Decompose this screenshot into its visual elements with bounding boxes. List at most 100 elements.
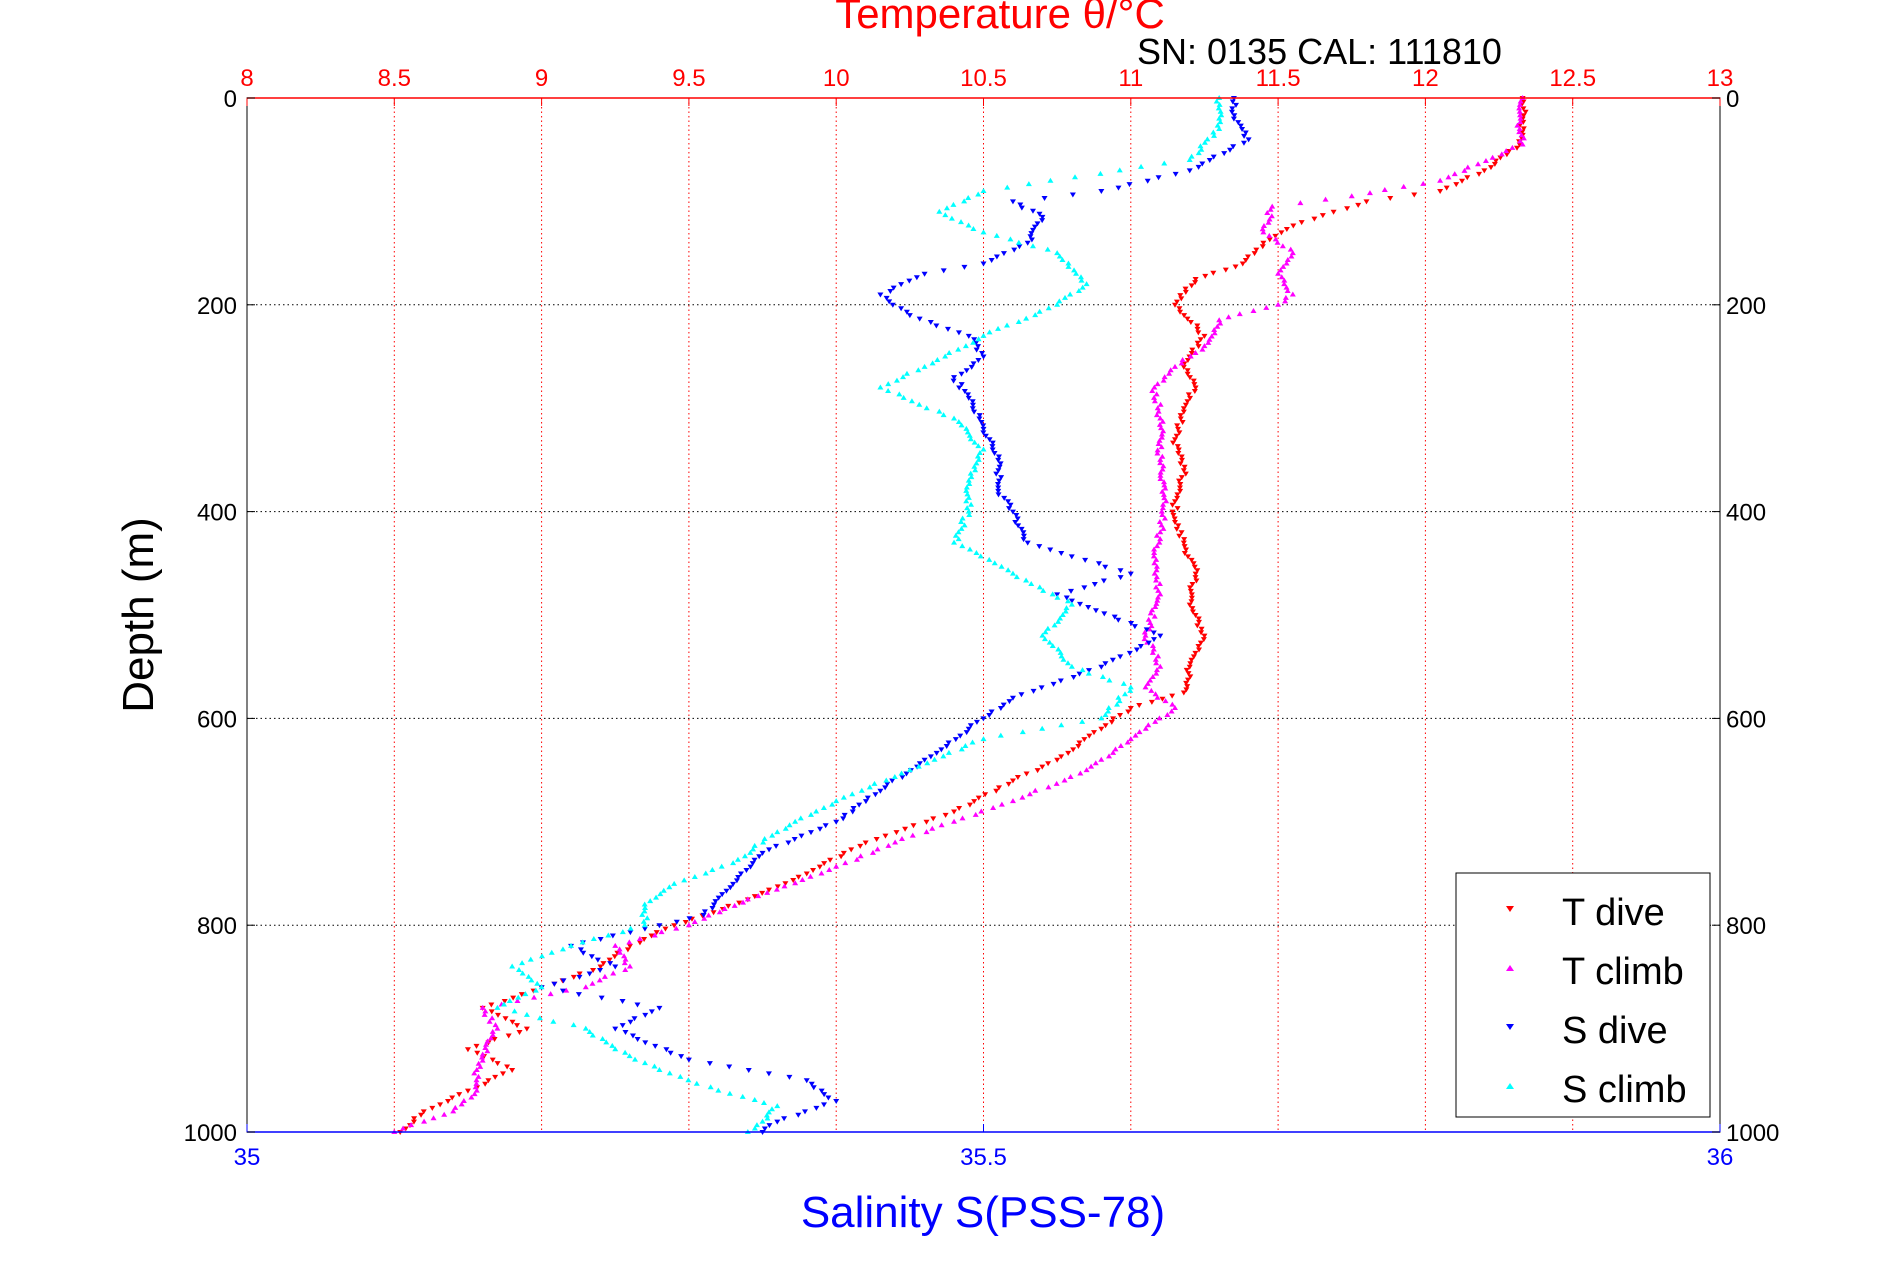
data-point-t-dive xyxy=(1102,723,1109,729)
data-point-s-climb xyxy=(509,963,516,969)
data-point-t-climb xyxy=(1163,498,1170,504)
data-point-t-climb xyxy=(1381,187,1388,193)
legend-marker-s-climb xyxy=(1506,1083,1514,1089)
data-point-t-dive xyxy=(418,1112,425,1118)
data-point-s-climb xyxy=(1197,143,1204,149)
data-point-t-climb xyxy=(909,832,916,838)
data-point-t-climb xyxy=(1148,623,1155,629)
data-point-s-dive xyxy=(1057,678,1064,684)
data-point-t-dive xyxy=(464,1088,471,1094)
data-point-t-dive xyxy=(1174,492,1181,498)
data-point-t-climb xyxy=(475,1073,482,1079)
data-point-t-climb xyxy=(799,876,806,882)
data-point-s-dive xyxy=(1076,671,1083,677)
data-point-s-climb xyxy=(641,908,648,914)
data-point-s-dive xyxy=(988,257,995,263)
data-point-t-climb xyxy=(1157,591,1164,597)
data-point-s-dive xyxy=(986,712,993,718)
data-point-s-climb xyxy=(942,212,949,218)
data-point-t-dive xyxy=(504,1064,511,1070)
data-point-t-climb xyxy=(1147,610,1154,616)
data-point-t-climb xyxy=(1322,196,1329,202)
data-point-s-dive xyxy=(993,471,1000,477)
data-point-t-dive xyxy=(848,847,855,853)
data-point-s-dive xyxy=(963,730,970,736)
data-point-s-climb xyxy=(906,767,913,773)
data-point-t-climb xyxy=(1144,680,1151,686)
data-point-t-climb xyxy=(1437,177,1444,183)
data-point-s-dive xyxy=(883,295,890,301)
data-point-t-climb xyxy=(1009,798,1016,804)
data-point-t-dive xyxy=(514,1023,521,1029)
data-point-t-climb xyxy=(473,1066,480,1072)
data-point-s-climb xyxy=(924,760,931,766)
data-point-s-dive xyxy=(710,902,717,908)
data-point-s-dive xyxy=(982,433,989,439)
data-point-t-climb xyxy=(978,808,985,814)
data-point-t-dive xyxy=(873,837,880,843)
data-point-t-dive xyxy=(1054,757,1061,763)
data-point-t-climb xyxy=(1150,646,1157,652)
data-point-s-dive xyxy=(816,826,823,832)
data-point-s-dive xyxy=(810,1085,817,1091)
data-point-s-dive xyxy=(864,795,871,801)
data-point-t-dive xyxy=(1184,677,1191,683)
data-point-s-dive xyxy=(965,726,972,732)
data-point-s-climb xyxy=(1122,691,1129,697)
data-point-s-dive xyxy=(634,1002,641,1008)
data-point-t-climb xyxy=(489,1032,496,1038)
data-point-s-dive xyxy=(988,709,995,715)
data-point-s-dive xyxy=(840,816,847,822)
data-point-t-dive xyxy=(1171,519,1178,525)
data-point-t-dive xyxy=(1180,540,1187,546)
data-point-s-dive xyxy=(1127,571,1134,577)
data-point-s-dive xyxy=(1131,624,1138,630)
data-point-t-climb xyxy=(1155,594,1162,600)
data-point-s-dive xyxy=(685,1057,692,1063)
data-point-s-dive xyxy=(1082,557,1089,563)
data-point-t-dive xyxy=(1180,468,1187,474)
data-point-s-climb xyxy=(707,1084,714,1090)
data-point-s-dive xyxy=(1077,601,1084,607)
data-point-t-dive xyxy=(1065,750,1072,756)
data-point-s-dive xyxy=(1024,540,1031,546)
data-point-t-climb xyxy=(1475,161,1482,167)
data-point-t-dive xyxy=(1459,178,1466,184)
data-point-s-dive xyxy=(856,802,863,808)
temperature-tick-label: 8 xyxy=(240,65,253,92)
data-point-s-dive xyxy=(952,737,959,743)
salinity-tick-label: 35.5 xyxy=(960,1144,1007,1171)
data-point-s-climb xyxy=(1065,260,1072,266)
data-point-s-dive xyxy=(575,992,582,998)
data-point-t-climb xyxy=(486,1018,493,1024)
data-point-s-dive xyxy=(1144,178,1151,184)
data-point-t-climb xyxy=(1155,653,1162,659)
data-point-t-dive xyxy=(1453,182,1460,188)
data-point-s-climb xyxy=(915,763,922,769)
salinity-tick-label: 36 xyxy=(1707,1144,1734,1171)
data-point-s-dive xyxy=(903,309,910,315)
data-point-s-dive xyxy=(979,351,986,357)
data-point-s-dive xyxy=(980,716,987,722)
data-point-s-dive xyxy=(627,930,634,936)
data-point-s-dive xyxy=(950,378,957,384)
data-point-t-climb xyxy=(452,1104,459,1110)
data-point-s-climb xyxy=(946,350,953,356)
data-point-t-dive xyxy=(1181,537,1188,543)
data-point-s-dive xyxy=(872,792,879,798)
data-point-s-dive xyxy=(1232,102,1239,108)
data-point-t-climb xyxy=(1152,718,1159,724)
data-point-t-climb xyxy=(626,963,633,969)
data-point-s-dive xyxy=(619,1023,626,1029)
data-point-s-climb xyxy=(1198,146,1205,152)
data-point-s-climb xyxy=(753,1122,760,1128)
data-point-t-climb xyxy=(458,1101,465,1107)
data-point-s-climb xyxy=(961,522,968,528)
data-point-s-climb xyxy=(739,1093,746,1099)
data-point-t-climb xyxy=(1157,472,1164,478)
data-point-t-climb xyxy=(1282,298,1289,304)
data-point-t-dive xyxy=(1188,592,1195,598)
data-point-s-dive xyxy=(667,1050,674,1056)
data-point-t-dive xyxy=(1290,223,1297,229)
data-point-t-climb xyxy=(1061,777,1068,783)
